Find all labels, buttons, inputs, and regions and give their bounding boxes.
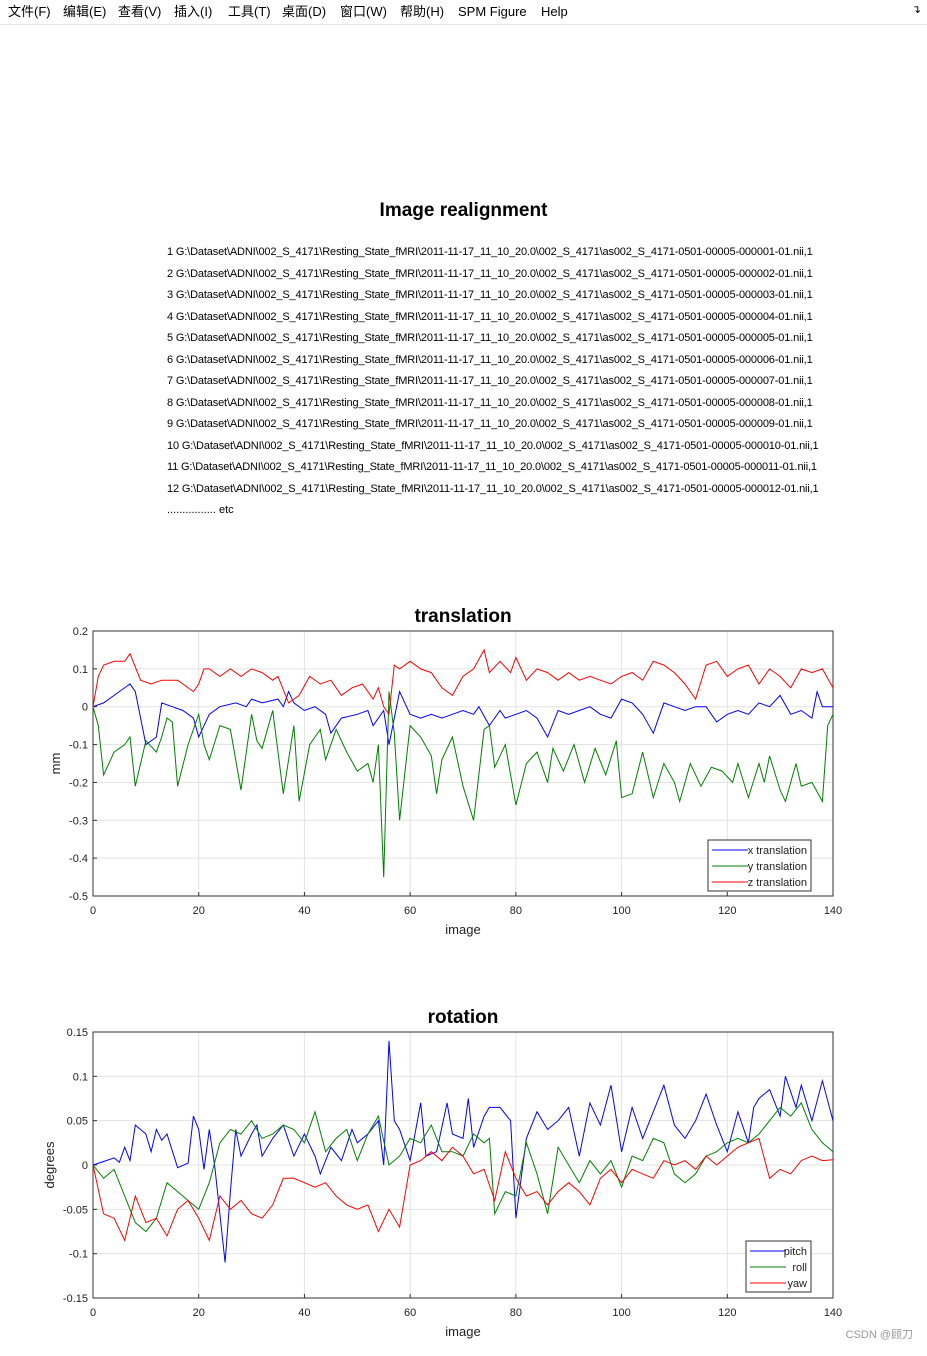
y-tick-label: -0.3 <box>69 815 88 827</box>
series-line-pitch <box>92 1040 834 1263</box>
menu-help[interactable]: Help <box>541 4 568 19</box>
y-tick-label: -0.5 <box>69 891 88 903</box>
menu-tools[interactable]: 工具(T) <box>228 4 271 19</box>
file-list-item: 6 G:\Dataset\ADNI\002_S_4171\Resting_Sta… <box>167 353 813 366</box>
menu-window[interactable]: 窗口(W) <box>340 4 387 19</box>
x-tick-label: 140 <box>824 905 842 917</box>
menubar: 文件(F) 编辑(E) 查看(V) 插入(I) 工具(T) 桌面(D) 窗口(W… <box>0 0 927 25</box>
toolbar-toggle-arrow-icon[interactable]: ↴ <box>911 4 921 16</box>
x-tick-label: 40 <box>298 1307 310 1319</box>
plot-frame <box>92 630 834 897</box>
x-tick-label: 60 <box>404 905 416 917</box>
x-tick-label: 140 <box>824 1307 842 1319</box>
report-title: Image realignment <box>379 200 548 221</box>
file-list-item: 9 G:\Dataset\ADNI\002_S_4171\Resting_Sta… <box>167 418 813 430</box>
series-line-roll <box>92 1101 834 1233</box>
file-list-item: 1 G:\Dataset\ADNI\002_S_4171\Resting_Sta… <box>167 246 813 258</box>
menu-view[interactable]: 查看(V) <box>118 4 162 19</box>
legend-label: yaw <box>787 1278 807 1290</box>
y-tick-label: 0.1 <box>73 1071 88 1083</box>
file-list-item: 8 G:\Dataset\ADNI\002_S_4171\Resting_Sta… <box>167 396 813 409</box>
y-tick-label: 0 <box>82 1160 88 1172</box>
series-line-yaw <box>92 1137 834 1242</box>
series-line-y-translation <box>92 691 834 878</box>
y-tick-label: 0 <box>82 702 88 714</box>
y-tick-label: -0.15 <box>63 1293 88 1305</box>
y-axis-label: degrees <box>42 1141 57 1188</box>
y-tick-label: -0.2 <box>69 777 88 789</box>
x-tick-label: 100 <box>612 905 630 917</box>
legend-label: pitch <box>784 1246 807 1258</box>
y-tick-label: -0.05 <box>63 1204 88 1216</box>
x-tick-label: 80 <box>510 905 522 917</box>
rotation-chart: 0 20 40 60 80 100 120 140 -0.15 -0.1 -0.05 0 0.05 0.1… <box>42 1007 842 1339</box>
menu-edit[interactable]: 编辑(E) <box>63 4 107 19</box>
x-tick-label: 120 <box>718 1307 736 1319</box>
file-list-etc: ................ etc <box>167 504 234 516</box>
series-line-z-translation <box>92 648 834 716</box>
watermark: CSDN @顾刀 <box>845 1329 913 1341</box>
file-list-item: 10 G:\Dataset\ADNI\002_S_4171\Resting_St… <box>167 439 819 452</box>
menu-desktop[interactable]: 桌面(D) <box>282 4 327 19</box>
x-tick-label: 120 <box>718 905 736 917</box>
x-tick-label: 100 <box>612 1307 630 1319</box>
chart-title: translation <box>414 606 511 627</box>
x-tick-label: 20 <box>193 1307 205 1319</box>
y-tick-label: 0.1 <box>73 664 88 676</box>
series-line-x-translation <box>92 683 833 746</box>
file-list-item: 11 G:\Dataset\ADNI\002_S_4171\Resting_St… <box>167 461 817 473</box>
x-tick-label: 0 <box>90 1307 96 1319</box>
file-list-item: 2 G:\Dataset\ADNI\002_S_4171\Resting_Sta… <box>167 267 813 280</box>
menu-insert[interactable]: 插入(I) <box>174 4 213 19</box>
x-tick-label: 0 <box>90 905 96 917</box>
file-list-item: 5 G:\Dataset\ADNI\002_S_4171\Resting_Sta… <box>167 332 813 344</box>
y-tick-label: 0.15 <box>67 1027 88 1039</box>
chart-title: rotation <box>428 1007 499 1028</box>
menu-spm-figure[interactable]: SPM Figure <box>458 4 527 19</box>
file-list-item: 12 G:\Dataset\ADNI\002_S_4171\Resting_St… <box>167 482 819 495</box>
y-tick-label: -0.1 <box>69 740 88 752</box>
file-list-item: 7 G:\Dataset\ADNI\002_S_4171\Resting_Sta… <box>167 375 813 387</box>
legend-label: z translation <box>748 877 807 889</box>
file-list-item: 3 G:\Dataset\ADNI\002_S_4171\Resting_Sta… <box>167 289 813 301</box>
legend-label: x translation <box>748 845 807 857</box>
y-tick-label: 0.05 <box>67 1116 88 1128</box>
legend-label: roll <box>792 1262 807 1274</box>
x-axis-label: image <box>445 922 480 937</box>
legend-label: y translation <box>748 861 807 873</box>
file-list-item: 4 G:\Dataset\ADNI\002_S_4171\Resting_Sta… <box>167 310 813 323</box>
x-tick-label: 20 <box>193 905 205 917</box>
menu-help-cn[interactable]: 帮助(H) <box>400 4 445 19</box>
x-tick-label: 40 <box>298 905 310 917</box>
y-tick-label: -0.4 <box>69 853 88 865</box>
menu-file[interactable]: 文件(F) <box>8 4 51 19</box>
y-axis-label: mm <box>48 753 63 775</box>
y-tick-label: 0.2 <box>73 626 88 638</box>
x-axis-label: image <box>445 1324 480 1339</box>
x-tick-label: 60 <box>404 1307 416 1319</box>
x-tick-label: 80 <box>510 1307 522 1319</box>
translation-chart: 0 20 40 60 80 100 120 140 -0.5 -0.4 -0.3 -0.2 -0.1 0 0… <box>48 606 842 937</box>
y-tick-label: -0.1 <box>69 1249 88 1261</box>
